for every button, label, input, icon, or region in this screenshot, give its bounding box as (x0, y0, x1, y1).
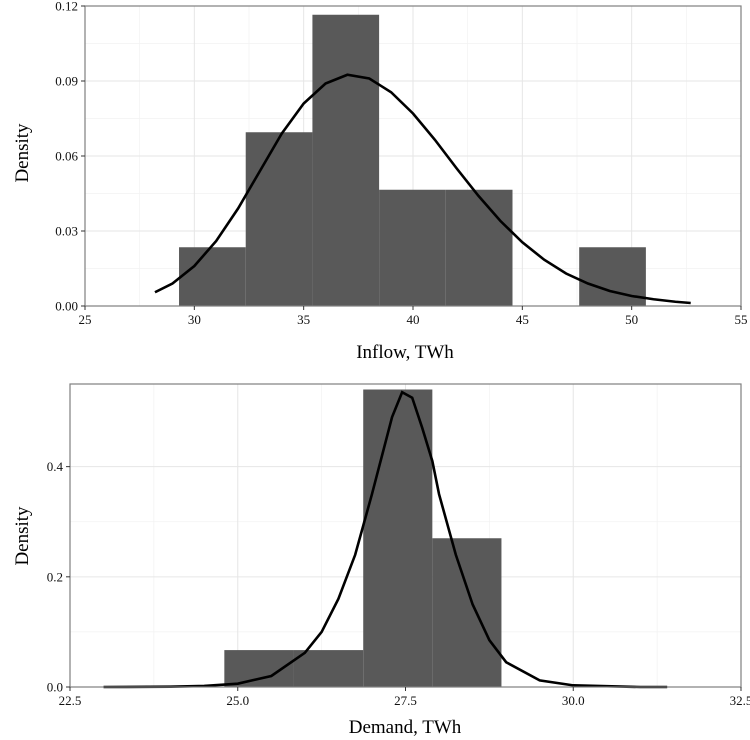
inflow-x-tick-label: 50 (625, 312, 638, 327)
demand-x-tick-label: 30.0 (562, 693, 585, 708)
demand-x-tick-label: 32.5 (730, 693, 750, 708)
inflow-y-axis-title: Density (12, 123, 33, 183)
inflow-density-curve (154, 73, 691, 305)
inflow-x-tick-label: 40 (407, 312, 420, 327)
inflow-histogram-bar (179, 247, 246, 306)
inflow-histogram-bar (379, 189, 446, 306)
inflow-x-axis-title: Inflow, TWh (356, 342, 454, 363)
inflow-x-tick-label: 35 (297, 312, 310, 327)
inflow-y-tick-label: 0.03 (55, 224, 78, 239)
demand-histogram-bar (432, 538, 502, 687)
demand-x-tick-label: 22.5 (59, 693, 82, 708)
demand-y-axis-title: Density (12, 506, 33, 566)
demand-histogram-bar (293, 650, 364, 687)
demand-histogram-panel: 22.5 25.0 27.5 30.0 32.5 0.0 0.2 0.4 (47, 383, 750, 708)
demand-y-tick-label: 0.4 (47, 459, 64, 474)
inflow-x-tick-label: 30 (188, 312, 201, 327)
inflow-y-tick-label: 0.12 (55, 0, 78, 14)
inflow-histogram-bar (245, 132, 313, 306)
inflow-x-tick-label: 55 (735, 312, 748, 327)
demand-y-tick-label: 0.0 (47, 680, 63, 695)
inflow-histogram-bar (312, 14, 380, 306)
demand-histogram-bar (363, 389, 433, 687)
demand-x-tick-label: 27.5 (394, 693, 417, 708)
inflow-histogram-panel: 25 30 35 40 45 50 55 0.00 0.03 0.06 0.09 0.12 (55, 0, 747, 327)
demand-y-tick-label: 0.2 (47, 569, 63, 584)
demand-density-curve (103, 390, 668, 689)
demand-x-tick-label: 25.0 (226, 693, 249, 708)
inflow-y-tick-label: 0.00 (55, 299, 78, 314)
inflow-x-tick-label: 25 (79, 312, 92, 327)
inflow-y-tick-label: 0.09 (55, 74, 78, 89)
inflow-x-tick-label: 45 (516, 312, 529, 327)
inflow-histogram-bar (445, 189, 513, 306)
inflow-y-tick-label: 0.06 (55, 149, 78, 164)
demand-x-axis-title: Demand, TWh (349, 717, 462, 738)
